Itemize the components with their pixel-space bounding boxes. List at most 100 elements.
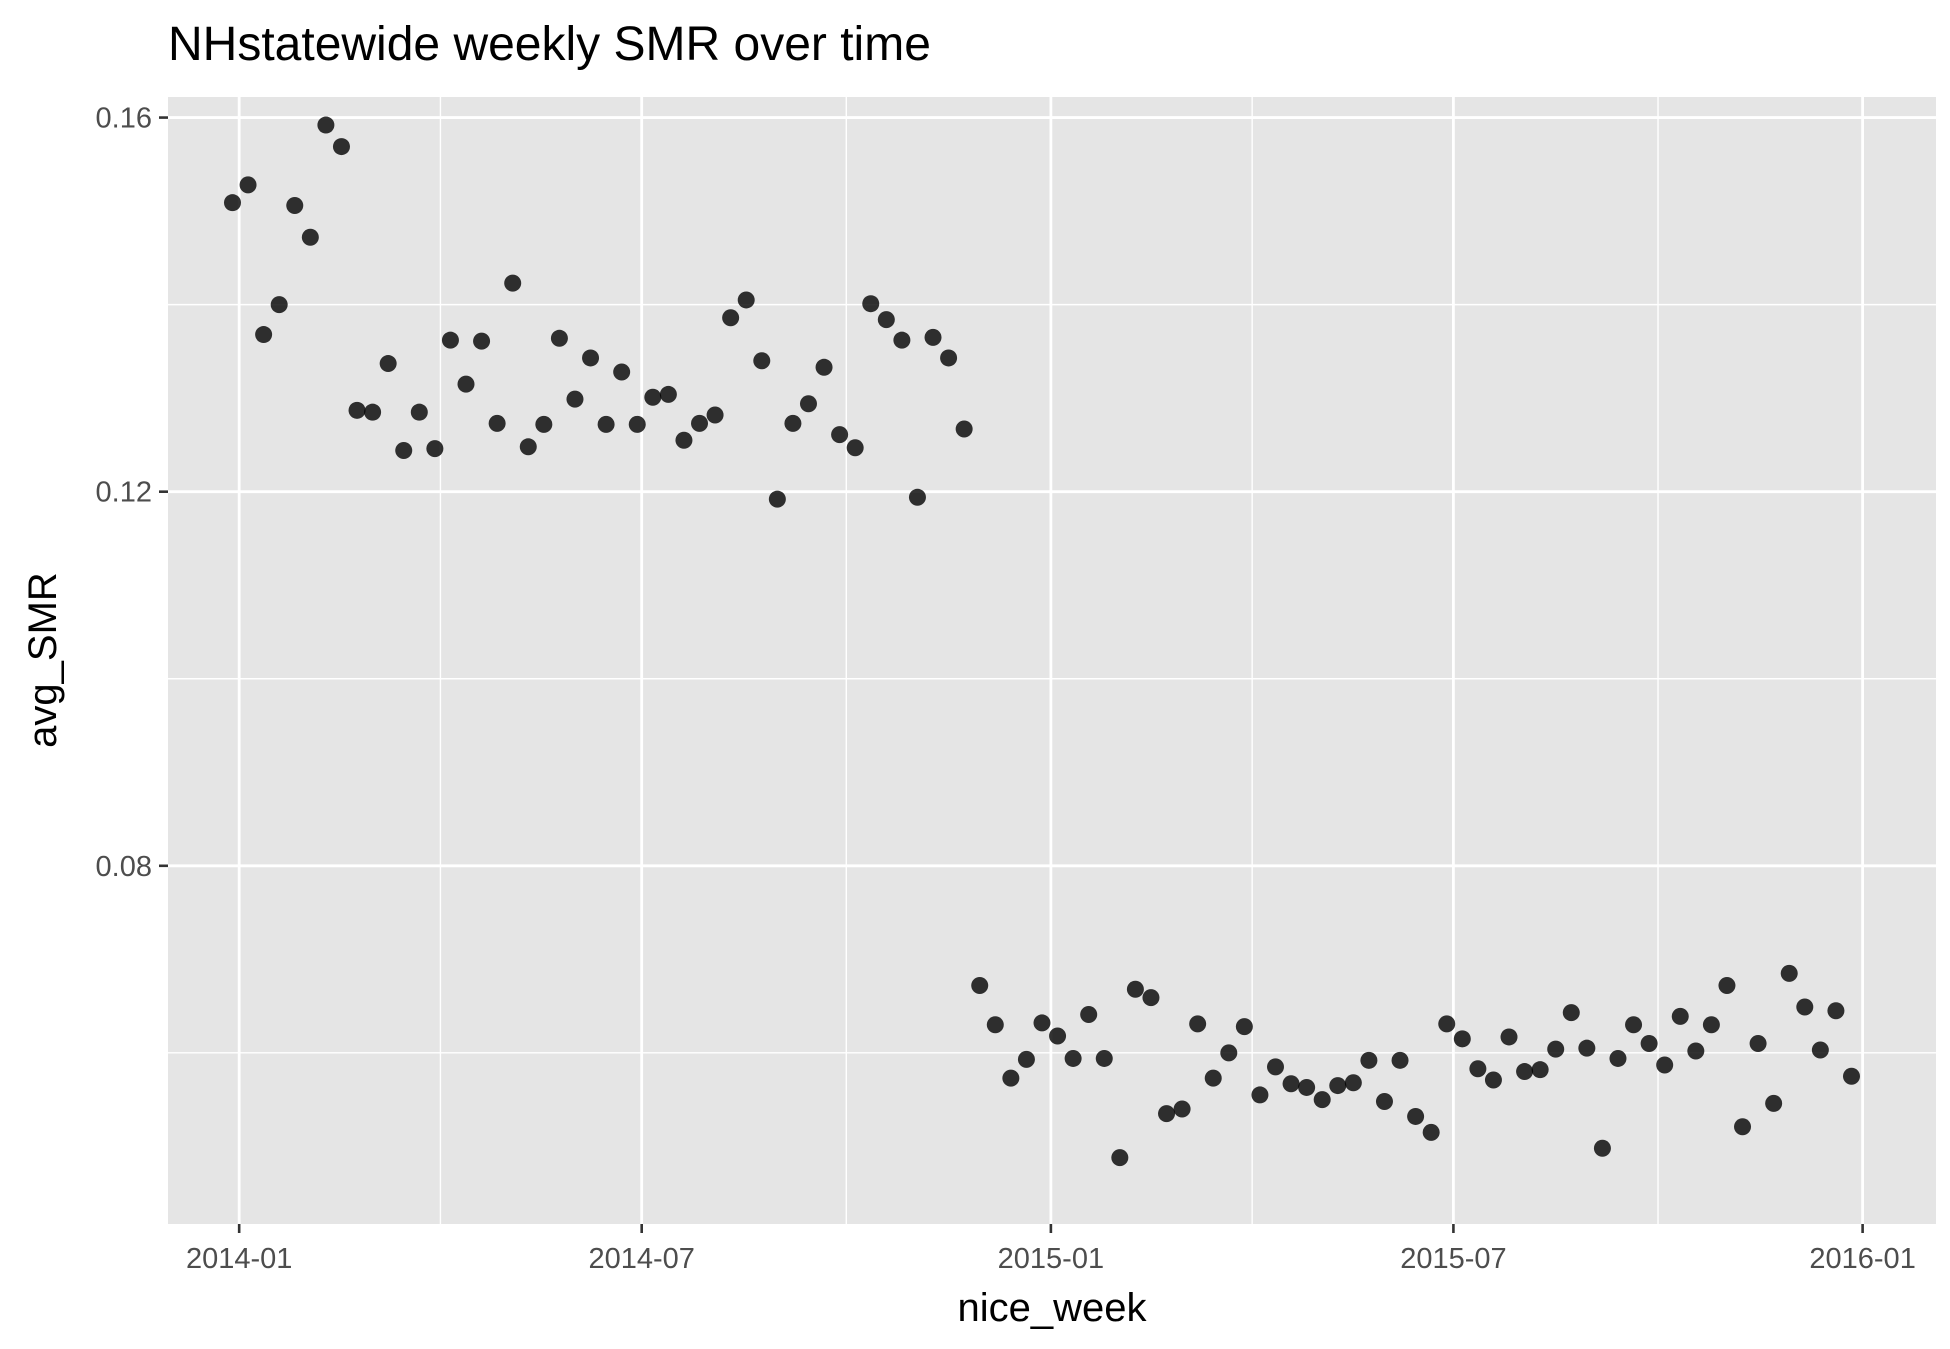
data-point [986,1016,1004,1034]
data-point [582,349,600,367]
data-point [893,331,911,349]
x-tick-label: 2014-07 [588,1243,694,1275]
y-tick-label: 0.16 [96,103,152,135]
data-point [519,438,537,456]
data-point [1173,1100,1191,1118]
data-point [1484,1071,1502,1089]
data-point [940,349,958,367]
data-point [1407,1107,1425,1125]
data-point [1562,1004,1580,1022]
data-point [1111,1149,1129,1167]
data-point [597,415,615,433]
data-point [768,490,786,508]
data-point [971,977,989,995]
data-point [1251,1086,1269,1104]
data-point [1375,1092,1393,1110]
data-point [659,385,677,403]
data-point [784,414,802,432]
data-point [1360,1051,1378,1069]
data-point [737,291,755,309]
data-point [1298,1078,1316,1096]
data-point [1547,1040,1565,1058]
data-point [877,311,895,329]
data-point [286,196,304,214]
y-tick-label: 0.08 [96,851,152,883]
data-point [1189,1015,1207,1033]
data-point [1749,1034,1767,1052]
x-tick-label: 2016-01 [1809,1243,1915,1275]
data-point [364,403,382,421]
data-point [1516,1063,1534,1081]
data-point [1017,1050,1035,1068]
data-point [1500,1028,1518,1046]
data-point [395,442,413,460]
data-point [223,194,241,212]
data-point [1656,1056,1674,1074]
data-point [1329,1077,1347,1095]
data-point [488,414,506,432]
data-point [691,414,709,432]
data-point [1391,1051,1409,1069]
data-point [1313,1091,1331,1109]
x-tick-label: 2015-07 [1400,1243,1506,1275]
data-point [862,295,880,313]
data-point [441,331,459,349]
data-point [1811,1041,1829,1059]
data-point [1765,1094,1783,1112]
data-point [1469,1060,1487,1078]
data-point [955,420,973,438]
data-point [1640,1034,1658,1052]
data-point [1438,1015,1456,1033]
data-point [426,440,444,458]
data-point [1158,1105,1176,1123]
data-point [504,274,522,292]
data-point [1780,964,1798,982]
data-point [1220,1044,1238,1062]
data-point [410,403,428,421]
data-point [1453,1030,1471,1048]
data-point [1344,1074,1362,1092]
data-point [348,401,366,419]
data-point [457,375,475,393]
data-point [753,352,771,370]
data-point [1671,1007,1689,1025]
data-point [1702,1016,1720,1034]
data-point [1126,980,1144,998]
data-point [628,415,646,433]
data-point [317,116,335,134]
data-point [301,228,319,246]
data-point [1531,1061,1549,1079]
data-point [1080,1005,1098,1023]
data-point [908,488,926,506]
data-point [1142,989,1160,1007]
y-axis-title: avg_SMR [21,572,65,748]
data-point [1033,1014,1051,1032]
data-point [1796,998,1814,1016]
data-point [1625,1016,1643,1034]
data-point [255,326,273,344]
x-tick-label: 2015-01 [998,1243,1104,1275]
x-tick-label: 2014-01 [186,1243,292,1275]
data-point [815,358,833,376]
data-point [846,439,864,457]
data-point [1204,1069,1222,1087]
data-point [675,431,693,449]
data-points [223,116,1860,1167]
data-point [1842,1067,1860,1085]
data-point [1049,1027,1067,1045]
data-point [1235,1018,1253,1036]
data-point [1687,1042,1705,1060]
data-point [706,406,724,424]
data-point [1422,1123,1440,1141]
data-point [270,296,288,314]
data-point [1578,1039,1596,1057]
data-point [550,329,568,347]
data-point [1095,1049,1113,1067]
data-point [332,138,350,156]
data-point [379,355,397,373]
x-axis-title: nice_week [957,1286,1147,1330]
data-point [239,176,257,194]
data-point [799,395,817,413]
